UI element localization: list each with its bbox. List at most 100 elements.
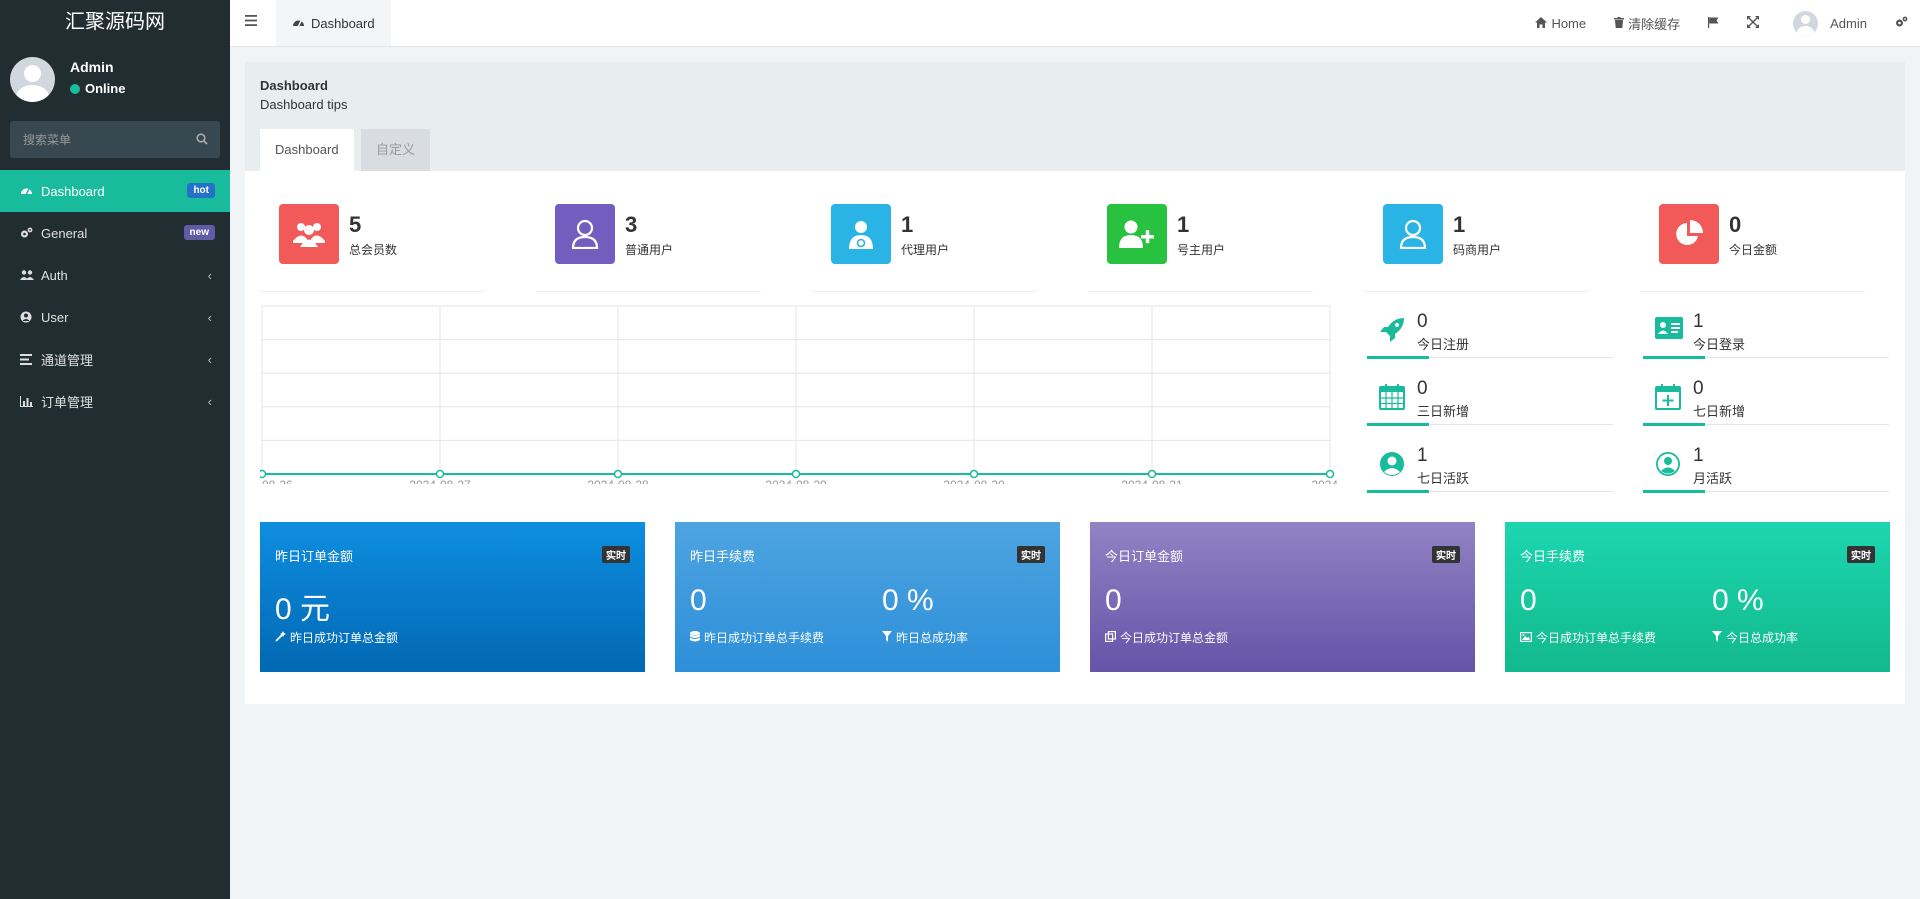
- home-icon: [1535, 16, 1548, 31]
- mini-stat-today-register: 0 今日注册: [1367, 303, 1613, 359]
- sidebar-item-label: General: [41, 225, 88, 241]
- mini-stat-three-day-new: 0 三日新增: [1367, 370, 1613, 426]
- mini-value: 0: [1693, 378, 1704, 399]
- sidebar-item-label: 订单管理: [41, 394, 94, 410]
- top-navbar: Dashboard Home 清除缓存 Admin: [230, 0, 1920, 47]
- card-yesterday-fee: 昨日手续费 实时 0 昨日成功订单总手续费 0 % 昨日总成功率: [675, 522, 1060, 672]
- user-status: Online: [70, 81, 125, 96]
- hot-badge: hot: [187, 183, 215, 198]
- sidebar-item-label: Auth: [41, 267, 68, 283]
- mini-underline: [1367, 356, 1429, 359]
- card-title: 昨日订单金额: [275, 549, 354, 564]
- data-point: [435, 469, 445, 479]
- sidebar-menu: Dashboard hot General new Auth ‹ User ‹ …: [0, 170, 230, 422]
- search-icon[interactable]: [196, 133, 208, 148]
- realtime-tag: 实时: [1017, 546, 1045, 563]
- id-card-icon: [1655, 317, 1683, 342]
- bar-chart-icon: [20, 395, 37, 407]
- card-subtitle: 昨日成功订单总金额: [275, 629, 398, 646]
- stat-total-members: 5 总会员数: [260, 204, 485, 292]
- dashboard-icon: [20, 185, 37, 197]
- logo-text[interactable]: 汇聚源码网: [65, 11, 165, 33]
- card-subtitle-text: 今日成功订单总手续费: [1536, 631, 1657, 645]
- stat-today-amount: 0 今日金额: [1640, 204, 1865, 292]
- copy-icon: [1105, 630, 1117, 645]
- mini-label: 七日新增: [1693, 404, 1746, 419]
- card-subtitle-text: 昨日总成功率: [896, 631, 969, 645]
- clear-cache-button[interactable]: 清除缓存: [1600, 0, 1694, 46]
- mini-stat-today-login: 1 今日登录: [1643, 303, 1889, 359]
- tab-custom[interactable]: 自定义: [361, 129, 431, 171]
- stat-merchant-users: 1 码商用户: [1364, 204, 1589, 292]
- realtime-tag: 实时: [1847, 546, 1875, 563]
- expand-arrows-icon: [1747, 15, 1760, 31]
- mini-label: 今日登录: [1693, 337, 1746, 352]
- database-icon: [690, 630, 700, 645]
- card-subtitle: 今日成功订单总手续费: [1520, 629, 1656, 646]
- card-today-fee: 今日手续费 实时 0 今日成功订单总手续费 0 % 今日总成功率: [1505, 522, 1890, 672]
- mini-underline: [1367, 423, 1429, 426]
- sidebar-item-general[interactable]: General new: [0, 212, 230, 254]
- mini-value: 1: [1693, 445, 1704, 466]
- tab-dashboard-content[interactable]: Dashboard: [260, 129, 354, 171]
- mini-label: 今日注册: [1417, 337, 1470, 352]
- card-subtitle-text: 今日成功订单总金额: [1120, 631, 1229, 645]
- card-title: 昨日手续费: [690, 549, 756, 564]
- realtime-tag: 实时: [602, 546, 630, 563]
- x-tick-label: 2024-08-28: [587, 478, 649, 484]
- home-link[interactable]: Home: [1521, 0, 1600, 46]
- online-dot-icon: [70, 83, 80, 94]
- daily-line-chart: 08-26 2024-08-27 2024-08-28 2024-08-29 2024-…: [260, 305, 1340, 484]
- language-button[interactable]: [1694, 0, 1733, 46]
- filter-icon: [882, 630, 892, 645]
- menu-toggle-icon[interactable]: [245, 14, 257, 29]
- sidebar-item-label: Dashboard: [41, 183, 105, 199]
- sidebar-item-user[interactable]: User ‹: [0, 296, 230, 338]
- mini-stat-monthly-active: 1 月活跃: [1643, 437, 1889, 493]
- stat-label: 普通用户: [625, 243, 674, 257]
- sidebar-item-orders[interactable]: 订单管理 ‹: [0, 380, 230, 422]
- stat-agent-users: 1 代理用户: [812, 204, 1037, 292]
- user-plus-icon: [1107, 204, 1167, 264]
- chevron-left-icon: ‹: [207, 394, 212, 409]
- stat-value: 3: [625, 212, 638, 237]
- dashboard-icon: [292, 16, 305, 31]
- sidebar-item-channel[interactable]: 通道管理 ‹: [0, 338, 230, 380]
- filter-icon: [1712, 630, 1722, 645]
- user-icon: [1383, 204, 1443, 264]
- x-tick-label: 2024-08-30: [943, 478, 1005, 484]
- fullscreen-button[interactable]: [1733, 0, 1773, 46]
- mini-value: 1: [1693, 311, 1704, 332]
- x-tick-label: 2024-08-27: [409, 478, 471, 484]
- stat-label: 今日金额: [1729, 243, 1778, 257]
- sidebar-item-auth[interactable]: Auth ‹: [0, 254, 230, 296]
- menu-search-input[interactable]: [10, 121, 185, 158]
- x-tick-label: 08-26: [262, 478, 293, 484]
- stat-normal-users: 3 普通用户: [536, 204, 761, 292]
- x-tick-label: 2024-08-31: [1121, 478, 1183, 484]
- dashboard-panel: Dashboard Dashboard tips Dashboard 自定义 5…: [245, 62, 1905, 704]
- stat-value: 0: [1729, 212, 1742, 237]
- tab-dashboard[interactable]: Dashboard: [276, 0, 391, 46]
- user-menu[interactable]: Admin: [1773, 0, 1881, 46]
- data-point: [791, 469, 801, 479]
- x-tick-label: 2024-0: [1311, 478, 1340, 484]
- mini-underline: [1643, 423, 1705, 426]
- calendar-plus-icon: [1655, 384, 1681, 413]
- mini-label: 七日活跃: [1417, 471, 1470, 486]
- data-point: [969, 469, 979, 479]
- sidebar-item-dashboard[interactable]: Dashboard hot: [0, 170, 230, 212]
- stat-value: 1: [1453, 212, 1466, 237]
- card-today-order-amount: 今日订单金额 实时 0 今日成功订单总金额: [1090, 522, 1475, 672]
- image-icon: [1520, 631, 1533, 645]
- card-subtitle-text: 昨日成功订单总手续费: [704, 631, 825, 645]
- mini-underline: [1367, 490, 1429, 493]
- new-badge: new: [183, 225, 215, 240]
- page-tips: Dashboard tips: [260, 97, 348, 112]
- control-sidebar-button[interactable]: [1881, 0, 1920, 46]
- avatar: [1793, 10, 1819, 36]
- stat-value: 1: [1177, 212, 1190, 237]
- user-panel: Admin Online: [0, 45, 230, 112]
- sidebar: 汇聚源码网 Admin Online Dashboard hot General…: [0, 0, 230, 899]
- mini-underline: [1643, 490, 1705, 493]
